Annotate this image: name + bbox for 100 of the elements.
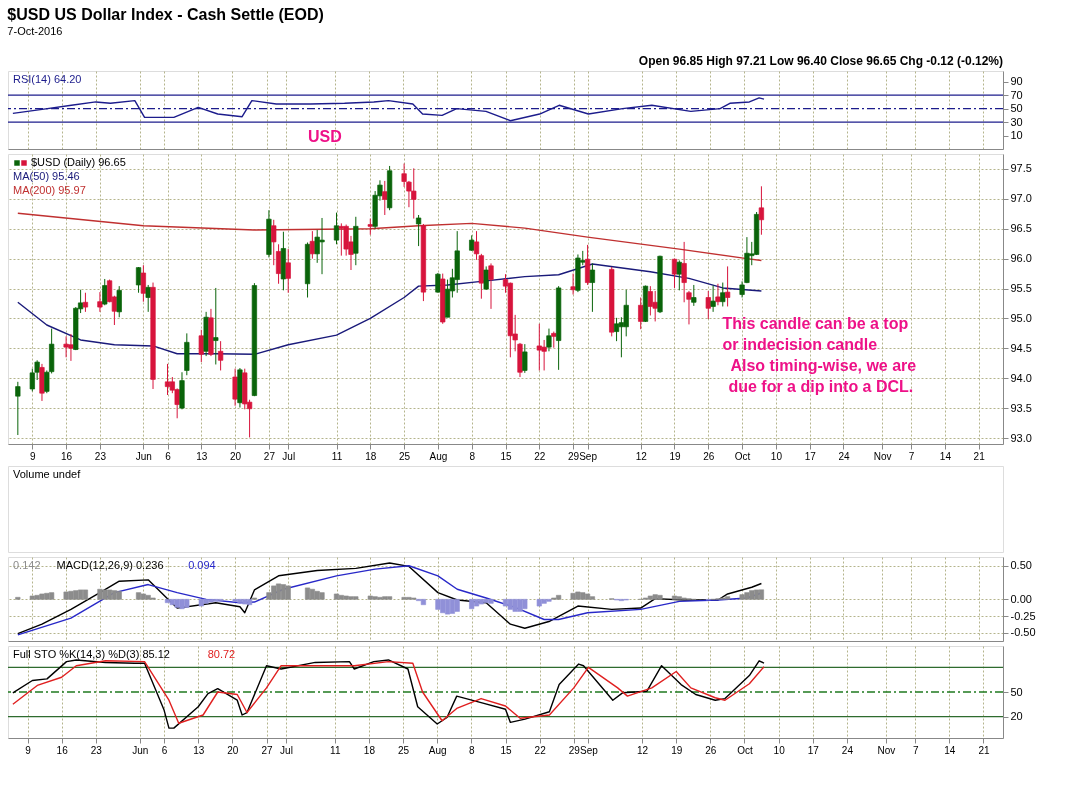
x-tick-label: 10 <box>770 450 783 462</box>
bar <box>15 597 21 600</box>
x-tick-label: 15 <box>500 744 512 756</box>
candlestick <box>198 329 204 363</box>
x-tick-label: Jul <box>280 744 293 756</box>
x-tick-label: Oct <box>734 450 751 462</box>
y-tick-label: 70 <box>1010 88 1023 101</box>
bar <box>97 588 103 600</box>
y-tick-label: 90 <box>1010 75 1023 88</box>
x-tick-label: Nov <box>877 744 896 756</box>
x-tick-label: 20 <box>227 744 239 756</box>
candlestick <box>415 214 422 247</box>
y-tick-label: 96.5 <box>1010 222 1032 235</box>
x-tick-label: 21 <box>978 744 990 756</box>
x-tick-label: 13 <box>193 744 205 756</box>
x-tick-label: Aug <box>429 450 448 462</box>
x-tick-label: 6 <box>161 744 168 756</box>
candlestick <box>271 219 277 266</box>
text: 80.72 <box>207 648 236 660</box>
x-tick-label: 7 <box>908 450 915 462</box>
x-tick-label: Jun <box>135 450 152 462</box>
x-tick-label: 11 <box>331 450 343 462</box>
bar <box>671 595 678 600</box>
y-tick-label: 97.5 <box>1010 162 1032 175</box>
annotation: This candle can be a top <box>722 314 909 332</box>
candlestick <box>102 278 108 306</box>
bar <box>435 599 441 610</box>
y-tick-label: 0.50 <box>1010 559 1032 572</box>
x-tick-label: 11 <box>330 744 341 756</box>
x-tick-label: 18 <box>363 744 376 756</box>
candlestick <box>570 273 576 296</box>
text: 0.094 <box>188 559 216 571</box>
x-tick-label: 26 <box>703 450 715 462</box>
bar <box>29 595 35 600</box>
x-tick-label: 27 <box>263 450 276 462</box>
candlestick <box>705 290 711 320</box>
annotation: or indecision candle <box>722 335 878 353</box>
x-tick-label: 15 <box>500 450 512 462</box>
y-tick-label: 93.5 <box>1010 401 1032 414</box>
y-tick-label: 10 <box>1010 129 1023 142</box>
x-tick-label: Oct <box>737 744 753 756</box>
x-tick-label: 27 <box>261 744 273 756</box>
x-tick-label: 29 <box>568 450 580 462</box>
x-tick-label: Jul <box>282 450 296 462</box>
y-tick-label: 94.0 <box>1010 371 1032 384</box>
x-tick-label: 10 <box>773 744 786 756</box>
y-tick-label: 97.0 <box>1010 192 1032 205</box>
x-tick-label: 22 <box>534 450 546 462</box>
x-tick-label: Jun <box>132 744 149 756</box>
bar <box>739 594 745 600</box>
x-tick-label: 12 <box>635 450 648 462</box>
candlestick <box>145 284 151 313</box>
x-tick-label: Nov <box>873 450 892 462</box>
candlestick <box>647 285 653 316</box>
x-tick-label: 20 <box>230 450 242 462</box>
candlestick <box>82 292 89 313</box>
candlestick <box>333 212 340 245</box>
series-label: RSI(14) 64.20 <box>13 73 82 85</box>
x-tick-label: 14 <box>944 744 956 756</box>
bar <box>232 599 238 602</box>
candlestick <box>232 368 238 407</box>
candlestick <box>97 291 103 313</box>
x-tick-label: 25 <box>399 450 411 462</box>
x-tick-label: 25 <box>398 744 410 756</box>
chart-subtitle: 7-Oct-2016 <box>7 25 63 37</box>
series-label: MA(200) 95.97 <box>13 184 86 196</box>
x-tick-label: 16 <box>56 744 69 756</box>
x-tick-label: 24 <box>838 450 850 462</box>
x-tick-label: 6 <box>165 450 172 462</box>
text: Volume undef <box>13 468 82 480</box>
y-tick-label: 50 <box>1010 102 1023 115</box>
bar <box>401 597 407 600</box>
bar <box>469 599 475 610</box>
candlestick <box>285 248 291 294</box>
x-tick-label: 9 <box>30 450 37 462</box>
candlestick <box>522 343 528 374</box>
x-tick-label: 22 <box>534 744 547 756</box>
candlestick <box>710 285 716 313</box>
candlestick <box>691 284 697 307</box>
candlestick <box>213 287 219 365</box>
y-tick-label: -0.50 <box>1010 626 1036 639</box>
x-tick-label: 19 <box>671 744 683 756</box>
y-tick-label: 50 <box>1010 685 1023 698</box>
y-tick-label: -0.25 <box>1010 609 1036 622</box>
bar <box>333 593 340 600</box>
candlestick <box>218 340 224 371</box>
bar <box>63 591 69 600</box>
x-tick-label: 8 <box>469 744 476 756</box>
candlestick <box>116 285 122 318</box>
bar <box>420 599 426 606</box>
x-tick-label: 9 <box>25 744 32 756</box>
candlestick <box>613 317 620 342</box>
text: Open 96.85 High 97.21 Low 96.40 Close 96.65 Chg -0.12 (-0.12%) <box>638 54 1003 68</box>
annotation: Also timing-wise, we are <box>730 356 917 374</box>
y-tick-label: 93.0 <box>1010 431 1032 444</box>
x-tick-label: 26 <box>705 744 717 756</box>
x-tick-label: 29 <box>568 744 581 756</box>
candlestick <box>309 230 315 260</box>
candlestick <box>720 282 726 307</box>
x-tick-label: 16 <box>61 450 73 462</box>
